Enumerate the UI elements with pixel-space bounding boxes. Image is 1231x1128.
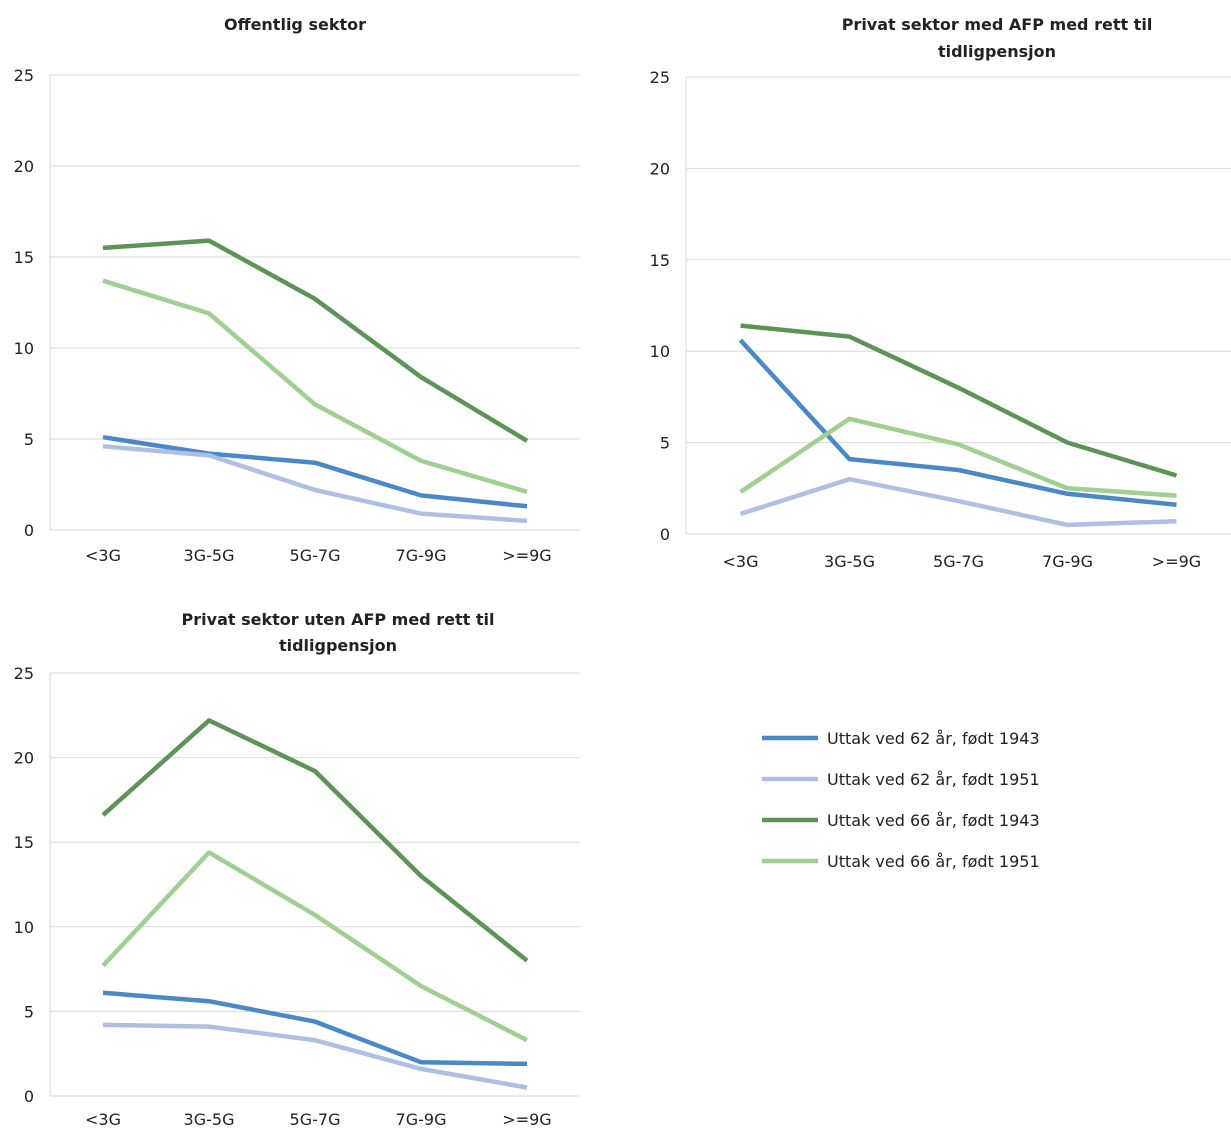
series-line [101, 850, 529, 1043]
y-tick-label: 25 [14, 664, 34, 683]
x-tick-label: <3G [723, 552, 759, 571]
y-tick-label: 0 [660, 525, 670, 544]
chart-title: tidligpensjon [279, 636, 397, 655]
y-tick-label: 20 [14, 157, 34, 176]
x-tick-label: 3G-5G [184, 546, 235, 565]
y-tick-label: 15 [14, 248, 34, 267]
legend-label: Uttak ved 62 år, født 1951 [827, 770, 1040, 789]
y-tick-label: 0 [24, 1087, 34, 1106]
y-tick-label: 5 [24, 1002, 34, 1021]
x-tick-label: >=9G [1152, 552, 1201, 571]
chart-title: tidligpensjon [938, 42, 1056, 61]
series-line [102, 990, 528, 1067]
y-tick-label: 10 [14, 918, 34, 937]
chart-title: Offentlig sektor [224, 15, 366, 34]
x-tick-label: 5G-7G [933, 552, 984, 571]
y-tick-label: 20 [14, 749, 34, 768]
series-line [102, 278, 528, 494]
series-line [102, 434, 528, 509]
y-tick-label: 15 [650, 251, 670, 270]
y-tick-label: 25 [14, 66, 34, 85]
x-tick-label: 7G-9G [396, 1110, 447, 1128]
x-tick-label: 3G-5G [184, 1110, 235, 1128]
series-line [102, 238, 529, 443]
chart-title: Privat sektor uten AFP med rett til [182, 610, 495, 629]
y-tick-label: 5 [660, 434, 670, 453]
series-line [739, 476, 1177, 528]
series-line [101, 718, 529, 963]
series-line [738, 338, 1177, 508]
y-tick-label: 20 [650, 159, 670, 178]
y-tick-label: 10 [650, 342, 670, 361]
y-tick-label: 0 [24, 521, 34, 540]
legend-label: Uttak ved 66 år, født 1951 [827, 852, 1040, 871]
legend-label: Uttak ved 62 år, født 1943 [827, 729, 1040, 748]
x-tick-label: 7G-9G [396, 546, 447, 565]
y-tick-label: 25 [650, 68, 670, 87]
series-line [740, 323, 1178, 478]
series-line [102, 1022, 528, 1090]
x-tick-label: >=9G [502, 1110, 551, 1128]
y-tick-label: 15 [14, 833, 34, 852]
series-line [102, 444, 528, 524]
x-tick-label: <3G [85, 546, 121, 565]
x-tick-label: 5G-7G [290, 1110, 341, 1128]
x-tick-label: 7G-9G [1042, 552, 1093, 571]
chart-title: Privat sektor med AFP med rett til [842, 15, 1153, 34]
y-tick-label: 5 [24, 430, 34, 449]
legend-label: Uttak ved 66 år, født 1943 [827, 811, 1040, 830]
x-tick-label: 3G-5G [824, 552, 875, 571]
x-tick-label: >=9G [502, 546, 551, 565]
series-line [739, 416, 1177, 498]
x-tick-label: 5G-7G [290, 546, 341, 565]
x-tick-label: <3G [85, 1110, 121, 1128]
y-tick-label: 10 [14, 339, 34, 358]
